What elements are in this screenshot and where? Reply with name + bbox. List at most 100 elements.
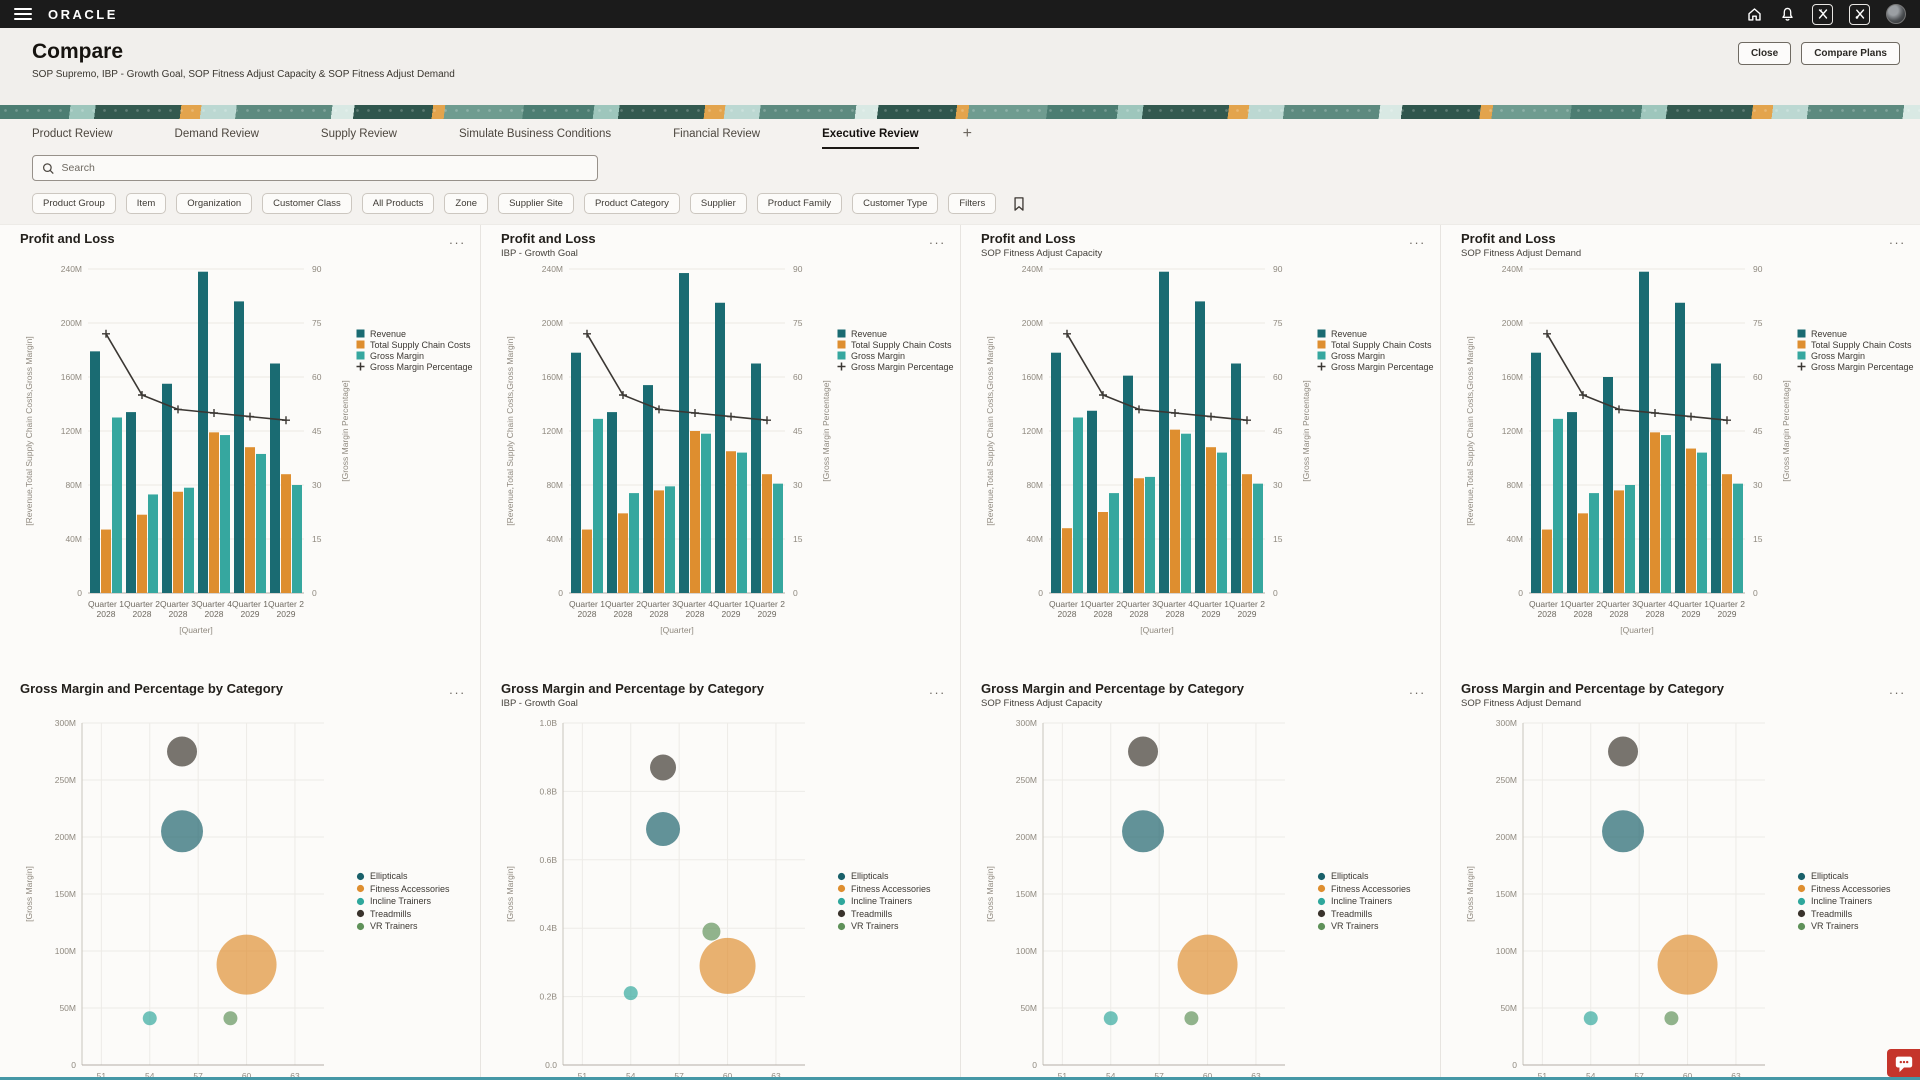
panel-menu-button[interactable]: ... xyxy=(1889,232,1906,247)
filter-chip-product-category[interactable]: Product Category xyxy=(583,193,680,214)
close-button[interactable]: Close xyxy=(1737,42,1792,65)
filter-chip-supplier-site[interactable]: Supplier Site xyxy=(498,193,574,214)
svg-text:250M: 250M xyxy=(1016,775,1037,785)
search-input[interactable] xyxy=(61,162,588,174)
legend-label: Gross Margin xyxy=(1331,350,1386,361)
legend-item-fitness-accessories[interactable]: Fitness Accessories xyxy=(356,883,450,896)
panel-menu-button[interactable]: ... xyxy=(449,232,466,247)
legend-item-total-supply-chain-costs[interactable]: Total Supply Chain Costs xyxy=(356,339,473,350)
filter-chip-item[interactable]: Item xyxy=(125,193,167,214)
legend-item-treadmills[interactable]: Treadmills xyxy=(356,908,450,921)
legend-item-vr-trainers[interactable]: VR Trainers xyxy=(1797,920,1891,933)
svg-text:2028: 2028 xyxy=(686,609,705,619)
filter-chip-product-group[interactable]: Product Group xyxy=(32,193,116,214)
legend-item-gross-margin[interactable]: Gross Margin xyxy=(1317,350,1434,361)
legend-item-treadmills[interactable]: Treadmills xyxy=(1797,908,1891,921)
svg-text:0.4B: 0.4B xyxy=(540,923,558,933)
legend-item-revenue[interactable]: Revenue xyxy=(1797,328,1914,339)
legend-item-ellipticals[interactable]: Ellipticals xyxy=(1317,870,1411,883)
svg-text:120M: 120M xyxy=(1502,426,1523,436)
legend-item-incline-trainers[interactable]: Incline Trainers xyxy=(1797,895,1891,908)
legend-item-gross-margin-percentage[interactable]: Gross Margin Percentage xyxy=(1317,361,1434,372)
svg-text:Quarter 1: Quarter 1 xyxy=(569,599,605,609)
panel-menu-button[interactable]: ... xyxy=(449,682,466,697)
tab-financial-review[interactable]: Financial Review xyxy=(673,128,761,140)
notifications-bell-icon[interactable] xyxy=(1779,6,1796,23)
legend-item-gross-margin[interactable]: Gross Margin xyxy=(1797,350,1914,361)
svg-text:200M: 200M xyxy=(1016,832,1037,842)
legend-item-fitness-accessories[interactable]: Fitness Accessories xyxy=(1797,883,1891,896)
svg-text:[Revenue,Total Supply Chain Co: [Revenue,Total Supply Chain Costs,Gross … xyxy=(1465,336,1475,525)
svg-text:Quarter 1: Quarter 1 xyxy=(1529,599,1565,609)
legend-item-gross-margin-percentage[interactable]: Gross Margin Percentage xyxy=(1797,361,1914,372)
legend-item-treadmills[interactable]: Treadmills xyxy=(837,908,931,921)
legend-item-total-supply-chain-costs[interactable]: Total Supply Chain Costs xyxy=(1317,339,1434,350)
svg-text:300M: 300M xyxy=(1496,718,1517,728)
legend-label: VR Trainers xyxy=(1811,921,1859,932)
legend-item-vr-trainers[interactable]: VR Trainers xyxy=(1317,920,1411,933)
menu-icon[interactable] xyxy=(14,8,32,20)
filter-chip-customer-type[interactable]: Customer Type xyxy=(852,193,939,214)
bookmark-icon[interactable] xyxy=(1012,196,1026,212)
legend-item-fitness-accessories[interactable]: Fitness Accessories xyxy=(837,883,931,896)
svg-text:60: 60 xyxy=(723,1071,733,1080)
svg-text:200M: 200M xyxy=(1022,318,1043,328)
svg-text:57: 57 xyxy=(674,1071,684,1080)
legend-item-ellipticals[interactable]: Ellipticals xyxy=(1797,870,1891,883)
legend-item-revenue[interactable]: Revenue xyxy=(1317,328,1434,339)
legend-label: Fitness Accessories xyxy=(370,883,450,894)
filter-chip-all-products[interactable]: All Products xyxy=(361,193,435,214)
tab-product-review[interactable]: Product Review xyxy=(32,128,113,140)
panel-menu-button[interactable]: ... xyxy=(1889,682,1906,697)
legend-item-ellipticals[interactable]: Ellipticals xyxy=(837,870,931,883)
legend-item-revenue[interactable]: Revenue xyxy=(837,328,954,339)
tab-demand-review[interactable]: Demand Review xyxy=(174,128,259,140)
user-avatar[interactable] xyxy=(1886,4,1906,24)
panel-menu-button[interactable]: ... xyxy=(1409,232,1426,247)
panel-menu-button[interactable]: ... xyxy=(1409,682,1426,697)
panel-menu-button[interactable]: ... xyxy=(929,682,946,697)
add-tab-button[interactable]: + xyxy=(962,125,972,142)
legend-item-fitness-accessories[interactable]: Fitness Accessories xyxy=(1317,883,1411,896)
legend-item-vr-trainers[interactable]: VR Trainers xyxy=(837,920,931,933)
legend-item-total-supply-chain-costs[interactable]: Total Supply Chain Costs xyxy=(837,339,954,350)
filters-chip[interactable]: Filters xyxy=(948,193,997,214)
legend-item-incline-trainers[interactable]: Incline Trainers xyxy=(837,895,931,908)
panel-menu-button[interactable]: ... xyxy=(929,232,946,247)
legend-item-incline-trainers[interactable]: Incline Trainers xyxy=(356,895,450,908)
boxed-tool-icon-2[interactable] xyxy=(1849,3,1870,25)
legend-item-total-supply-chain-costs[interactable]: Total Supply Chain Costs xyxy=(1797,339,1914,350)
boxed-tool-icon-1[interactable] xyxy=(1812,3,1833,25)
svg-text:150M: 150M xyxy=(1496,889,1517,899)
legend-item-gross-margin[interactable]: Gross Margin xyxy=(837,350,954,361)
feedback-chat-button[interactable] xyxy=(1887,1049,1920,1077)
filter-chip-product-family[interactable]: Product Family xyxy=(756,193,843,214)
legend-label: Incline Trainers xyxy=(370,896,432,907)
filter-chip-organization[interactable]: Organization xyxy=(176,193,253,214)
legend-item-treadmills[interactable]: Treadmills xyxy=(1317,908,1411,921)
svg-text:0: 0 xyxy=(1273,588,1278,598)
legend-item-ellipticals[interactable]: Ellipticals xyxy=(356,870,450,883)
legend-item-vr-trainers[interactable]: VR Trainers xyxy=(356,920,450,933)
svg-text:100M: 100M xyxy=(1016,946,1037,956)
svg-text:240M: 240M xyxy=(1022,264,1043,274)
legend-item-gross-margin[interactable]: Gross Margin xyxy=(356,350,473,361)
legend-item-revenue[interactable]: Revenue xyxy=(356,328,473,339)
filter-chip-supplier[interactable]: Supplier xyxy=(689,193,747,214)
home-icon[interactable] xyxy=(1746,6,1763,23)
legend-item-gross-margin-percentage[interactable]: Gross Margin Percentage xyxy=(356,361,473,372)
svg-text:[Gross Margin Percentage]: [Gross Margin Percentage] xyxy=(821,380,831,482)
compare-plans-button[interactable]: Compare Plans xyxy=(1801,42,1900,65)
legend-item-incline-trainers[interactable]: Incline Trainers xyxy=(1317,895,1411,908)
svg-text:Quarter 1: Quarter 1 xyxy=(1673,599,1709,609)
filter-chip-zone[interactable]: Zone xyxy=(444,193,489,214)
filter-chip-customer-class[interactable]: Customer Class xyxy=(262,193,352,214)
chart-subtitle: SOP Fitness Adjust Capacity xyxy=(981,248,1103,259)
tab-supply-review[interactable]: Supply Review xyxy=(320,128,397,140)
svg-text:[Quarter]: [Quarter] xyxy=(179,625,213,635)
tab-executive-review[interactable]: Executive Review xyxy=(822,123,919,149)
svg-text:60: 60 xyxy=(1683,1071,1693,1080)
panel-grid: Profit and Loss... 0 40M 80M 120M 160M 200M 240… xyxy=(0,225,1920,1080)
tab-simulate-business-conditions[interactable]: Simulate Business Conditions xyxy=(459,128,612,140)
legend-item-gross-margin-percentage[interactable]: Gross Margin Percentage xyxy=(837,361,954,372)
